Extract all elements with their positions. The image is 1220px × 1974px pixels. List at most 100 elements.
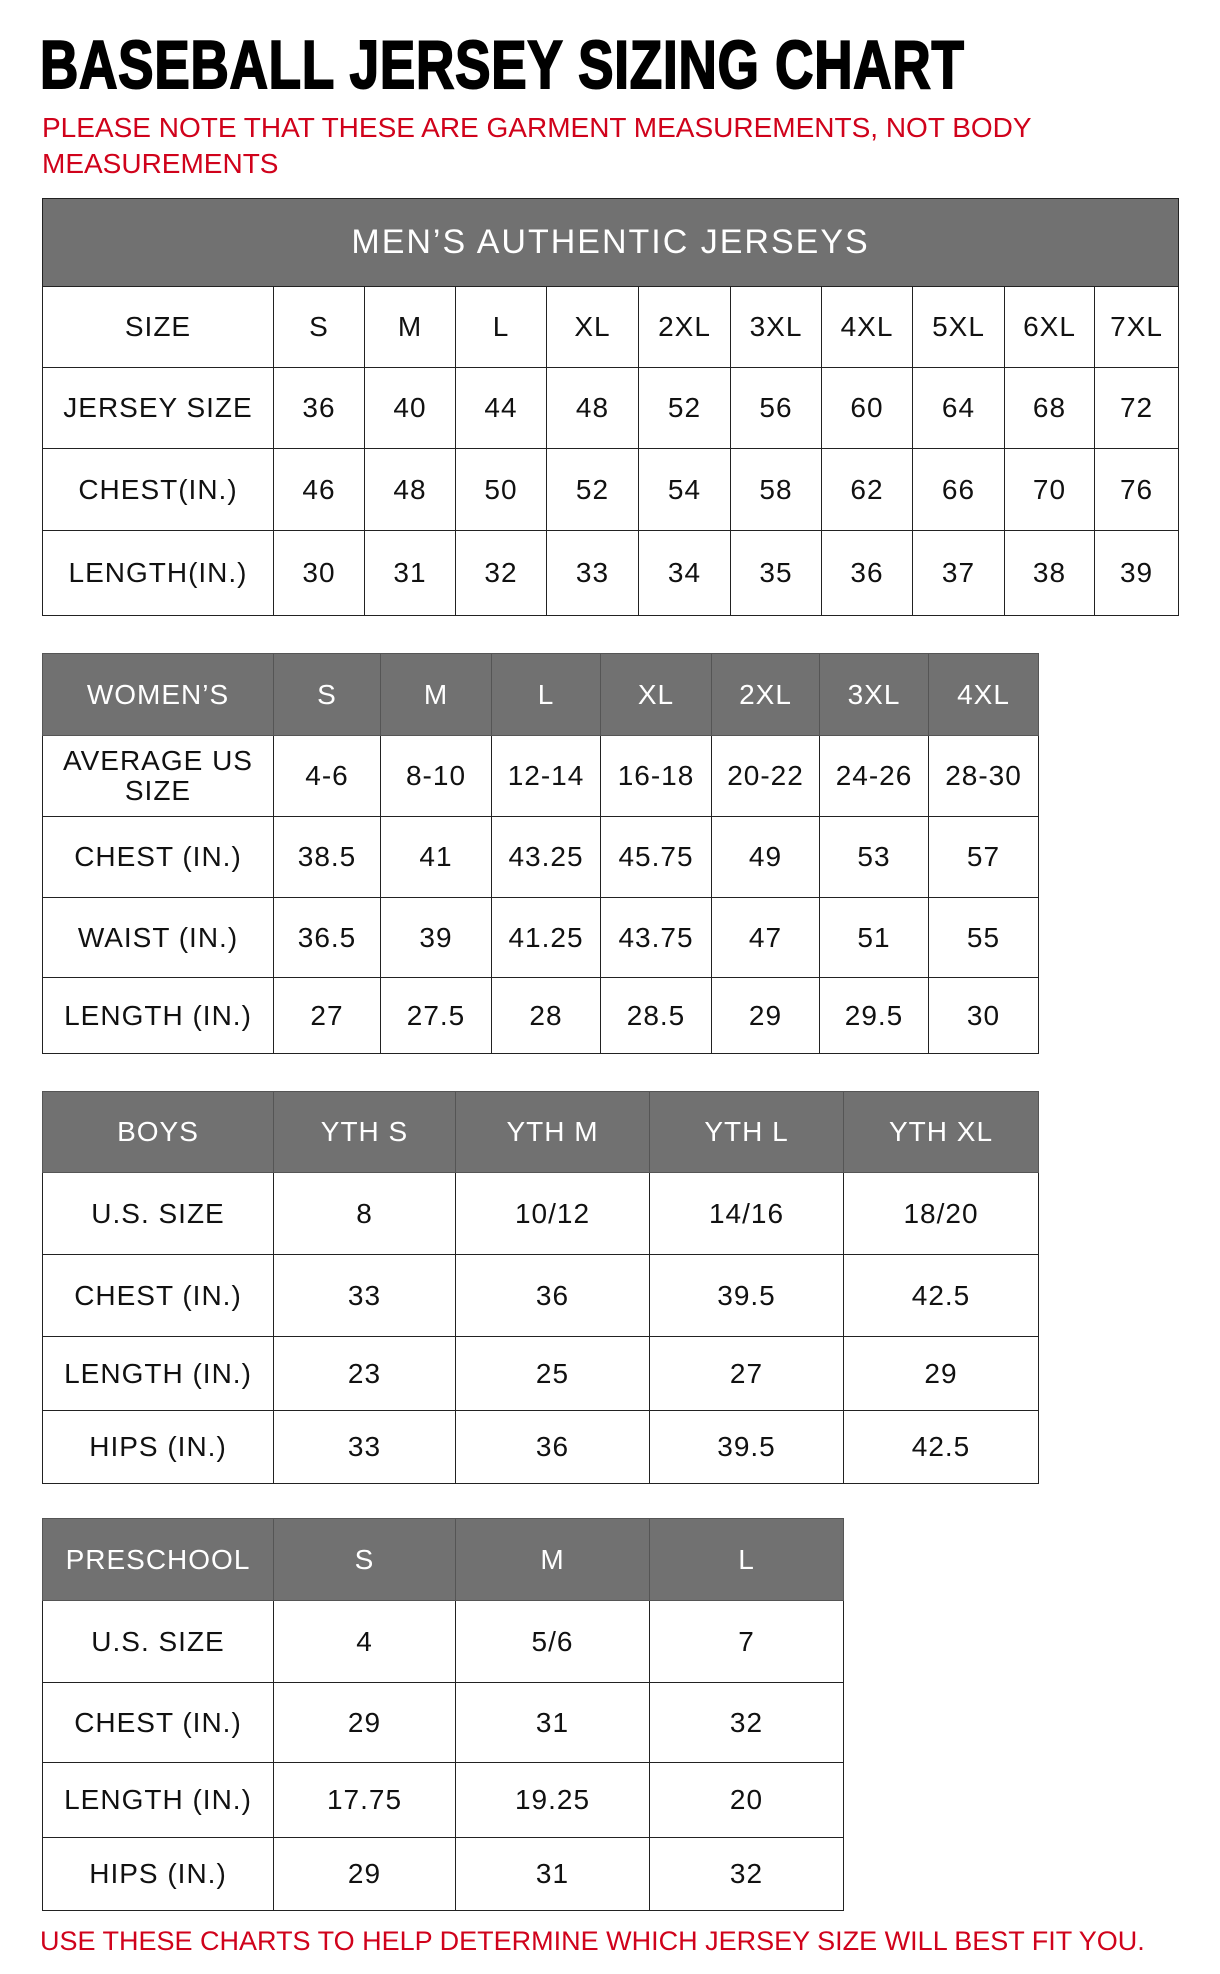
measurement-cell: 23 xyxy=(273,1336,456,1411)
table-row: LENGTH(IN.) 30 31 32 33 34 35 36 37 38 39 xyxy=(42,530,1180,616)
measurement-cell: 29 xyxy=(273,1837,456,1911)
size-header-cell: YTH XL xyxy=(843,1091,1039,1173)
measurement-cell: 31 xyxy=(455,1682,650,1763)
measurement-cell: 37 xyxy=(912,530,1005,616)
size-header-cell: L xyxy=(649,1518,844,1601)
measurement-cell: 56 xyxy=(730,367,822,449)
garment-measurement-note: PLEASE NOTE THAT THESE ARE GARMENT MEASU… xyxy=(42,112,1032,179)
measurement-cell: 25 xyxy=(455,1336,650,1411)
row-label-cell: CHEST (IN.) xyxy=(42,1254,274,1337)
measurement-cell: 7 xyxy=(649,1600,844,1683)
measurement-cell: 43.75 xyxy=(600,897,712,978)
table-row: CHEST (IN.) 33 36 39.5 42.5 xyxy=(42,1254,1039,1337)
measurement-cell: 40 xyxy=(364,367,456,449)
row-label-cell: HIPS (IN.) xyxy=(42,1837,274,1911)
measurement-cell: 8-10 xyxy=(380,735,492,817)
measurement-cell: 24-26 xyxy=(819,735,929,817)
measurement-cell: 10/12 xyxy=(455,1172,650,1255)
measurement-cell: 32 xyxy=(649,1837,844,1911)
measurement-cell: 8 xyxy=(273,1172,456,1255)
measurement-cell: 41 xyxy=(380,816,492,898)
table-row: LENGTH (IN.) 27 27.5 28 28.5 29 29.5 30 xyxy=(42,977,1039,1054)
measurement-cell: 48 xyxy=(546,367,639,449)
measurement-cell: 58 xyxy=(730,448,822,531)
table-row: CHEST (IN.) 29 31 32 xyxy=(42,1682,844,1763)
measurement-cell: 42.5 xyxy=(843,1410,1039,1484)
measurement-cell: 62 xyxy=(821,448,913,531)
measurement-cell: 39.5 xyxy=(649,1254,844,1337)
measurement-cell: 41.25 xyxy=(491,897,601,978)
measurement-cell: 29.5 xyxy=(819,977,929,1054)
measurement-cell: 36.5 xyxy=(273,897,381,978)
measurement-cell: 53 xyxy=(819,816,929,898)
measurement-cell: 20-22 xyxy=(711,735,820,817)
mens-size-table: MEN’S AUTHENTIC JERSEYS SIZE S M L XL 2XL 3XL 4X… xyxy=(41,198,1180,616)
measurement-cell: 36 xyxy=(455,1410,650,1484)
measurement-cell: 60 xyxy=(821,367,913,449)
measurement-cell: 5/6 xyxy=(455,1600,650,1683)
table-row: WAIST (IN.) 36.5 39 41.25 43.75 47 51 55 xyxy=(42,897,1039,978)
size-header-cell: S xyxy=(273,286,365,368)
measurement-cell: 29 xyxy=(843,1336,1039,1411)
table-row: HIPS (IN.) 33 36 39.5 42.5 xyxy=(42,1410,1039,1484)
row-label-cell: LENGTH (IN.) xyxy=(42,977,274,1054)
table-row: U.S. SIZE 8 10/12 14/16 18/20 xyxy=(42,1172,1039,1255)
measurement-cell: 28-30 xyxy=(928,735,1039,817)
measurement-cell: 47 xyxy=(711,897,820,978)
measurement-cell: 36 xyxy=(455,1254,650,1337)
measurement-cell: 27 xyxy=(273,977,381,1054)
measurement-cell: 31 xyxy=(364,530,456,616)
measurement-cell: 18/20 xyxy=(843,1172,1039,1255)
size-header-cell: YTH L xyxy=(649,1091,844,1173)
measurement-cell: 33 xyxy=(546,530,639,616)
measurement-cell: 39 xyxy=(1093,530,1180,616)
measurement-cell: 17.75 xyxy=(273,1762,456,1838)
measurement-cell: 27.5 xyxy=(380,977,492,1054)
row-label-cell: CHEST(IN.) xyxy=(42,448,274,531)
measurement-cell: 72 xyxy=(1093,367,1180,449)
measurement-cell: 32 xyxy=(455,530,547,616)
row-label-cell: JERSEY SIZE xyxy=(42,367,274,449)
size-header-cell: XL xyxy=(600,653,712,736)
table-banner: MEN’S AUTHENTIC JERSEYS xyxy=(41,198,1180,287)
measurement-cell: 50 xyxy=(455,448,547,531)
measurement-cell: 46 xyxy=(273,448,365,531)
measurement-cell: 49 xyxy=(711,816,820,898)
measurement-cell: 52 xyxy=(638,367,731,449)
size-header-cell: YTH S xyxy=(273,1091,456,1173)
measurement-cell: 20 xyxy=(649,1762,844,1838)
measurement-cell: 66 xyxy=(912,448,1005,531)
header-label-cell: BOYS xyxy=(42,1091,274,1173)
size-header-cell: L xyxy=(455,286,547,368)
page-title: BASEBALL JERSEY SIZING CHART xyxy=(39,26,965,104)
measurement-cell: 38 xyxy=(1004,530,1095,616)
measurement-cell: 32 xyxy=(649,1682,844,1763)
row-label-cell: CHEST (IN.) xyxy=(42,1682,274,1763)
size-header-cell: L xyxy=(491,653,601,736)
measurement-cell: 36 xyxy=(273,367,365,449)
measurement-cell: 35 xyxy=(730,530,822,616)
table-row: U.S. SIZE 4 5/6 7 xyxy=(42,1600,844,1683)
size-header-cell: M xyxy=(364,286,456,368)
measurement-cell: 39.5 xyxy=(649,1410,844,1484)
measurement-cell: 14/16 xyxy=(649,1172,844,1255)
row-label-cell: U.S. SIZE xyxy=(42,1172,274,1255)
size-header-cell: S xyxy=(273,1518,456,1601)
size-header-cell: 4XL xyxy=(821,286,913,368)
table-row: JERSEY SIZE 36 40 44 48 52 56 60 64 68 72 xyxy=(42,367,1180,449)
size-header-cell: YTH M xyxy=(455,1091,650,1173)
measurement-cell: 64 xyxy=(912,367,1005,449)
size-header-cell: 6XL xyxy=(1004,286,1095,368)
size-header-cell: 3XL xyxy=(819,653,929,736)
measurement-cell: 52 xyxy=(546,448,639,531)
measurement-cell: 39 xyxy=(380,897,492,978)
measurement-cell: 4-6 xyxy=(273,735,381,817)
measurement-cell: 42.5 xyxy=(843,1254,1039,1337)
boys-size-table: BOYS YTH S YTH M YTH L YTH XL U.S. SIZE 8 10/12… xyxy=(42,1091,1039,1484)
table-header-row: PRESCHOOL S M L xyxy=(42,1518,844,1601)
measurement-cell: 4 xyxy=(273,1600,456,1683)
measurement-cell: 76 xyxy=(1093,448,1180,531)
measurement-cell: 12-14 xyxy=(491,735,601,817)
row-label-cell: HIPS (IN.) xyxy=(42,1410,274,1484)
measurement-cell: 54 xyxy=(638,448,731,531)
